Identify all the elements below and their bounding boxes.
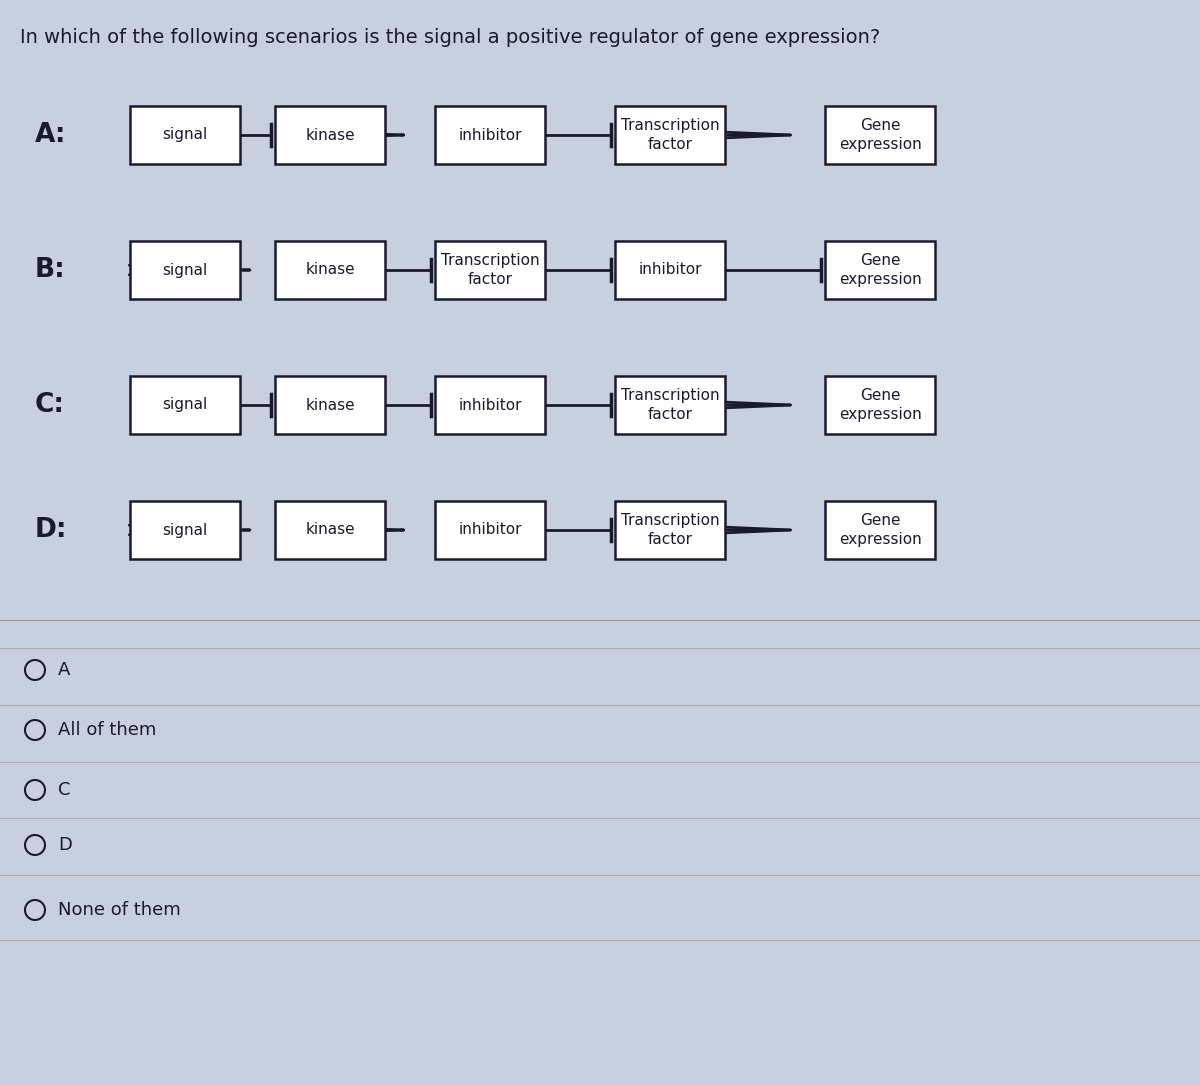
FancyBboxPatch shape [130, 241, 240, 299]
Text: Gene
expression: Gene expression [839, 388, 922, 422]
Text: signal: signal [162, 128, 208, 142]
Text: inhibitor: inhibitor [458, 523, 522, 537]
FancyBboxPatch shape [436, 376, 545, 434]
Text: Transcription
factor: Transcription factor [620, 388, 719, 422]
Text: None of them: None of them [58, 901, 181, 919]
Text: Gene
expression: Gene expression [839, 118, 922, 152]
FancyBboxPatch shape [436, 106, 545, 164]
Text: In which of the following scenarios is the signal a positive regulator of gene e: In which of the following scenarios is t… [20, 28, 881, 47]
FancyBboxPatch shape [275, 241, 385, 299]
Text: inhibitor: inhibitor [638, 263, 702, 278]
Text: signal: signal [162, 523, 208, 537]
Text: Transcription
factor: Transcription factor [620, 513, 719, 547]
Text: A:: A: [35, 122, 66, 148]
FancyBboxPatch shape [616, 376, 725, 434]
Text: C: C [58, 781, 71, 799]
FancyBboxPatch shape [826, 106, 935, 164]
Text: All of them: All of them [58, 722, 156, 739]
Text: D:: D: [35, 516, 67, 542]
FancyBboxPatch shape [130, 501, 240, 559]
Text: kinase: kinase [305, 523, 355, 537]
Text: Gene
expression: Gene expression [839, 513, 922, 547]
Text: signal: signal [162, 397, 208, 412]
FancyBboxPatch shape [616, 106, 725, 164]
Text: C:: C: [35, 392, 65, 418]
FancyBboxPatch shape [275, 501, 385, 559]
FancyBboxPatch shape [826, 501, 935, 559]
FancyBboxPatch shape [616, 241, 725, 299]
Text: kinase: kinase [305, 128, 355, 142]
Text: Transcription
factor: Transcription factor [440, 253, 539, 286]
Text: B:: B: [35, 257, 66, 283]
FancyBboxPatch shape [826, 376, 935, 434]
Text: signal: signal [162, 263, 208, 278]
FancyBboxPatch shape [275, 106, 385, 164]
FancyBboxPatch shape [130, 106, 240, 164]
Text: kinase: kinase [305, 397, 355, 412]
Text: inhibitor: inhibitor [458, 128, 522, 142]
FancyBboxPatch shape [436, 241, 545, 299]
Text: kinase: kinase [305, 263, 355, 278]
FancyBboxPatch shape [826, 241, 935, 299]
Text: Transcription
factor: Transcription factor [620, 118, 719, 152]
Text: D: D [58, 837, 72, 854]
FancyBboxPatch shape [616, 501, 725, 559]
FancyBboxPatch shape [275, 376, 385, 434]
FancyBboxPatch shape [436, 501, 545, 559]
Text: Gene
expression: Gene expression [839, 253, 922, 286]
Text: inhibitor: inhibitor [458, 397, 522, 412]
FancyBboxPatch shape [130, 376, 240, 434]
Text: A: A [58, 661, 71, 679]
